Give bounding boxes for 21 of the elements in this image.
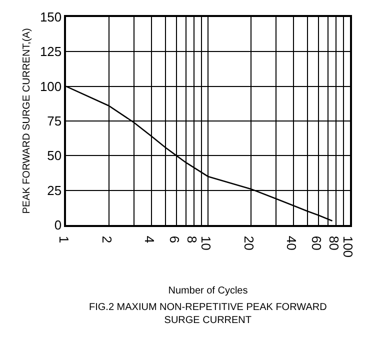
y-tick-label: 50 (47, 148, 62, 164)
x-tick-label: 8 (184, 236, 200, 244)
y-tick-label: 100 (40, 78, 62, 94)
x-tick-label: 20 (241, 236, 256, 250)
y-tick-label: 0 (54, 218, 62, 233)
x-tick-label: 1 (56, 236, 72, 244)
x-axis-title: Number of Cycles (168, 286, 248, 297)
x-tick-label: 40 (284, 236, 299, 250)
y-tick-label: 125 (40, 44, 62, 60)
x-tick-label: 100 (340, 236, 356, 258)
y-axis-title: PEAK FORWARD SURGE CURRENT,(A) (21, 28, 32, 214)
caption: FIG.2 MAXIUM NON-REPETITIVE PEAK FORWARD SURGE CURRENT (89, 302, 327, 326)
x-tick-label: 10 (198, 236, 214, 250)
x-tick-label: 4 (142, 236, 157, 244)
y-tick-label: 75 (47, 114, 62, 129)
x-tick-label: 6 (167, 236, 182, 244)
y-tick-label: 25 (47, 182, 62, 198)
x-tick-label: 80 (326, 236, 342, 250)
x-tick-label: 2 (99, 236, 114, 244)
x-tick-label: 60 (309, 236, 324, 250)
y-tick-label: 150 (40, 10, 62, 25)
